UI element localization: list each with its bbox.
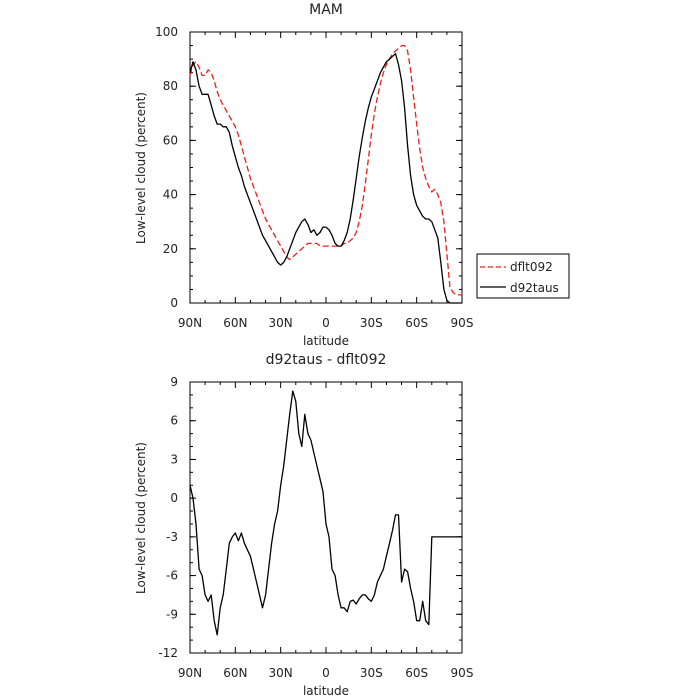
chart-bottom-xlabel: latitude bbox=[303, 684, 349, 698]
x-tick-label: 90S bbox=[451, 316, 474, 330]
y-tick-label: 9 bbox=[170, 375, 178, 389]
y-tick-label: 3 bbox=[170, 452, 178, 466]
x-tick-label: 60N bbox=[223, 666, 247, 680]
legend-label-dflt092: dflt092 bbox=[510, 260, 553, 274]
chart-bottom-ylabel: Low-level cloud (percent) bbox=[134, 442, 148, 594]
x-tick-label: 60S bbox=[405, 666, 428, 680]
chart-top-series bbox=[189, 44, 462, 304]
y-tick-label: 40 bbox=[163, 188, 178, 202]
legend: dflt092 d92taus bbox=[476, 253, 570, 299]
chart-bottom-series bbox=[189, 390, 462, 636]
chart-top-axes: 90N 60N 30N 0 30S 60S 90S 0 20 40 60 80 100 bbox=[155, 25, 473, 330]
chart-top-xlabel: latitude bbox=[303, 334, 349, 348]
chart-bottom: d92taus - dflt092 90N 60N 30N 0 30S 60S 90S -12… bbox=[134, 352, 473, 698]
y-tick-label: 6 bbox=[170, 414, 178, 428]
x-tick-label: 90S bbox=[451, 666, 474, 680]
chart-bottom-axes: 90N 60N 30N 0 30S 60S 90S -12 -9 -6 -3 0 3 6 9 bbox=[158, 375, 473, 680]
y-tick-label: 100 bbox=[155, 25, 178, 39]
y-tick-label: -12 bbox=[158, 646, 178, 660]
x-tick-label: 30S bbox=[360, 316, 383, 330]
x-tick-label: 60N bbox=[223, 316, 247, 330]
y-tick-label: -6 bbox=[166, 569, 178, 583]
chart-top-ylabel: Low-level cloud (percent) bbox=[134, 92, 148, 244]
legend-box bbox=[476, 253, 570, 299]
x-tick-label: 0 bbox=[322, 316, 330, 330]
y-tick-label: 20 bbox=[163, 242, 178, 256]
series-line-dflt092 bbox=[189, 44, 462, 296]
chart-top: MAM 90N 60N 30N 0 30S 60S 90S 0 20 40 60 80 100 lati… bbox=[134, 2, 570, 348]
chart-bottom-title: d92taus - dflt092 bbox=[266, 352, 387, 368]
x-tick-label: 90N bbox=[178, 666, 202, 680]
y-tick-label: 0 bbox=[170, 491, 178, 505]
x-tick-label: 30N bbox=[269, 666, 293, 680]
x-tick-label: 90N bbox=[178, 316, 202, 330]
x-tick-label: 0 bbox=[322, 666, 330, 680]
y-tick-label: 0 bbox=[170, 296, 178, 310]
x-tick-label: 60S bbox=[405, 316, 428, 330]
chart-top-title: MAM bbox=[309, 2, 343, 18]
series-line-d92taus bbox=[189, 53, 462, 304]
x-tick-label: 30N bbox=[269, 316, 293, 330]
chart-top-frame bbox=[189, 31, 463, 304]
y-tick-label: -9 bbox=[166, 607, 178, 621]
y-tick-label: 80 bbox=[163, 79, 178, 93]
y-tick-label: 60 bbox=[163, 133, 178, 147]
x-tick-label: 30S bbox=[360, 666, 383, 680]
y-tick-label: -3 bbox=[166, 530, 178, 544]
series-line-difference bbox=[189, 390, 462, 636]
legend-label-d92taus: d92taus bbox=[510, 281, 559, 295]
